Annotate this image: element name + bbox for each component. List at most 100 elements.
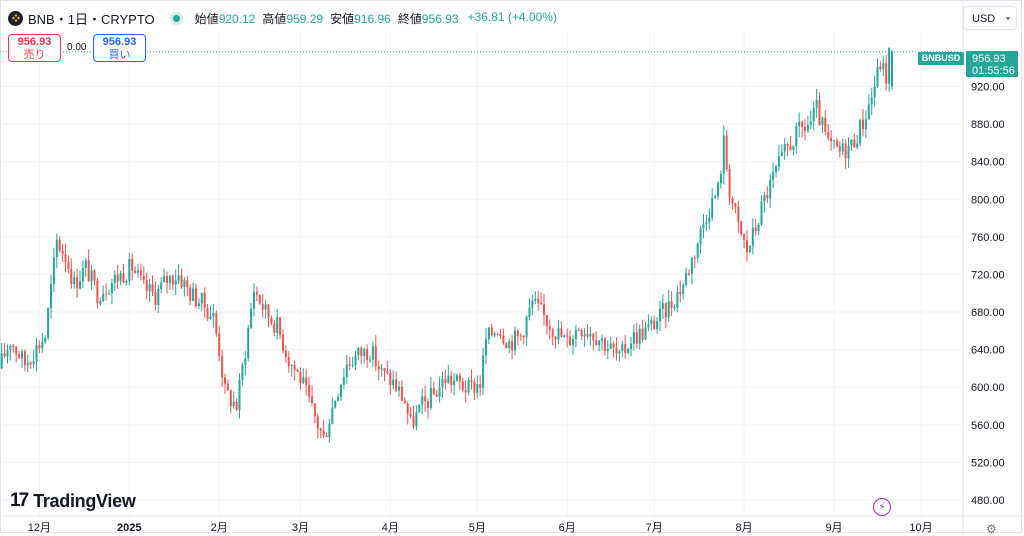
candle-body	[598, 340, 601, 346]
candle-body	[32, 361, 35, 365]
y-tick-label: 920.00	[971, 82, 1005, 94]
candle-body	[12, 345, 15, 348]
candle-body	[841, 143, 844, 152]
candle-body	[519, 335, 522, 337]
candle-body	[412, 415, 415, 427]
candle-body	[670, 301, 673, 308]
candle-body	[41, 341, 44, 349]
candle-body	[528, 307, 531, 317]
x-tick-label: 2月	[211, 522, 228, 534]
candle-body	[212, 313, 215, 317]
candle-body	[502, 335, 505, 344]
candle-body	[693, 257, 696, 259]
candle-body	[273, 323, 276, 333]
candle-body	[522, 335, 525, 338]
candle-body	[322, 430, 325, 436]
candle-body	[624, 344, 627, 354]
settings-gear-icon[interactable]: ⚙	[986, 522, 997, 536]
candle-body	[569, 336, 572, 346]
candle-body	[789, 145, 792, 151]
candle-body	[870, 97, 873, 105]
candle-body	[728, 169, 731, 199]
candle-body	[9, 345, 12, 351]
candle-body	[157, 289, 160, 305]
candle-body	[740, 221, 743, 235]
candle-body	[772, 171, 775, 180]
candle-body	[154, 291, 157, 305]
candle-body	[427, 401, 429, 408]
candle-body	[760, 201, 763, 225]
candle-body	[867, 104, 870, 120]
market-status-icon	[172, 14, 180, 22]
candle-body	[690, 257, 693, 274]
candle-body	[769, 179, 772, 199]
currency-select[interactable]: USD ▾	[963, 6, 1017, 30]
candle-body	[708, 217, 711, 223]
candle-body	[635, 332, 638, 344]
candle-body	[548, 326, 551, 330]
candle-body	[313, 403, 316, 417]
tradingview-logo[interactable]: 17 TradingView	[10, 490, 136, 512]
y-tick-label: 720.00	[971, 269, 1005, 281]
spread-value: 0.00	[67, 42, 87, 53]
candle-body	[166, 276, 168, 283]
candle-body	[23, 351, 26, 366]
candle-body	[824, 117, 827, 132]
candle-body	[719, 173, 722, 184]
candle-body	[583, 334, 586, 337]
candle-body	[650, 320, 653, 325]
candle-body	[754, 227, 757, 231]
grid	[0, 32, 963, 516]
candle-body	[186, 279, 189, 288]
candle-body	[777, 156, 780, 167]
candle-body	[209, 316, 212, 319]
candle-body	[351, 365, 354, 367]
candle-body	[444, 378, 447, 383]
candle-body	[859, 119, 862, 144]
candle-body	[885, 63, 888, 84]
candle-body	[235, 401, 238, 411]
candle-body	[58, 239, 61, 251]
candle-body	[84, 260, 87, 268]
candle-body	[52, 257, 55, 285]
lightning-icon[interactable]: ⚡	[873, 498, 891, 516]
buy-button[interactable]: 956.93 買い	[93, 34, 146, 62]
candle-body	[688, 273, 690, 275]
candle-body	[142, 275, 145, 280]
candle-body	[0, 353, 3, 369]
candle-body	[447, 375, 450, 383]
candle-body	[659, 308, 661, 322]
candle-body	[580, 330, 583, 337]
candle-body	[131, 259, 134, 271]
candle-body	[574, 330, 577, 340]
candle-body	[374, 346, 377, 367]
candle-body	[603, 338, 606, 351]
candle-body	[238, 379, 241, 411]
candle-body	[656, 321, 659, 329]
candle-body	[438, 387, 441, 397]
candle-body	[795, 126, 798, 147]
candle-body	[406, 403, 409, 414]
candle-body	[516, 330, 519, 336]
candle-body	[67, 261, 70, 270]
candle-body	[299, 371, 302, 383]
candle-body	[337, 396, 340, 401]
candle-body	[714, 196, 717, 199]
candle-body	[226, 383, 229, 391]
candle-body	[215, 313, 218, 334]
y-tick-label: 520.00	[971, 457, 1005, 469]
sell-button[interactable]: 956.93 売り	[8, 34, 61, 62]
candle-body	[586, 334, 589, 337]
candle-body	[717, 183, 719, 197]
candle-body	[435, 394, 438, 397]
candle-body	[403, 400, 406, 404]
candle-body	[557, 328, 560, 340]
candle-body	[757, 224, 760, 231]
candle-body	[386, 371, 389, 373]
symbol-title[interactable]: BNB・1日・CRYPTO	[28, 11, 155, 27]
candle-body	[661, 303, 664, 309]
open-label: 始値	[194, 11, 219, 26]
candle-body	[116, 274, 119, 282]
